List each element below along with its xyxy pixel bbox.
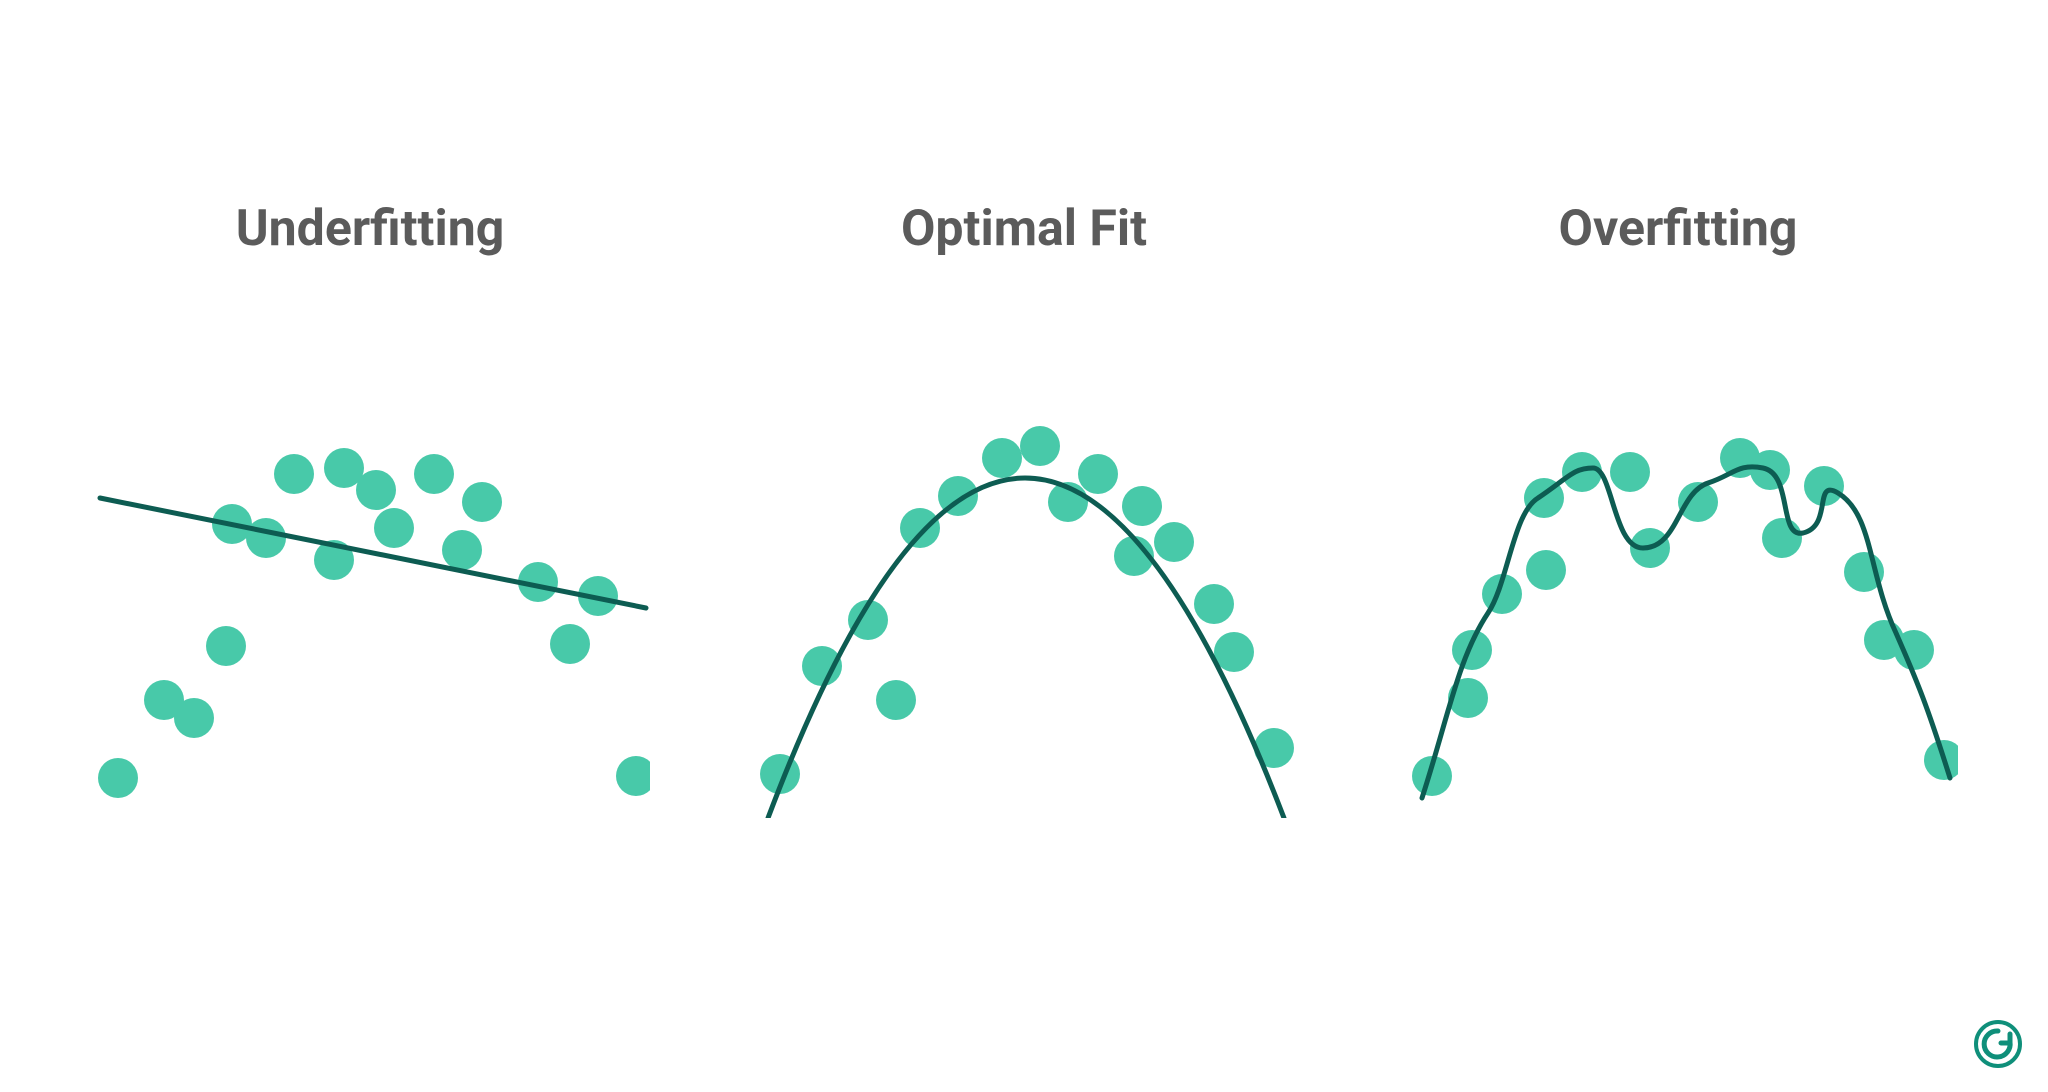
fit-curve	[100, 498, 646, 608]
panel-underfitting: Underfitting	[60, 0, 680, 818]
title-overfitting: Overfitting	[1559, 200, 1798, 258]
grammarly-logo-icon	[1974, 1020, 2022, 1068]
data-point	[246, 518, 286, 558]
plot-optimal	[744, 398, 1304, 818]
data-point	[98, 758, 138, 798]
data-point	[274, 454, 314, 494]
data-point	[462, 482, 502, 522]
plot-overfitting	[1398, 398, 1958, 818]
data-point	[982, 438, 1022, 478]
data-point	[900, 508, 940, 548]
data-point	[442, 530, 482, 570]
data-point	[1078, 454, 1118, 494]
data-point	[1020, 426, 1060, 466]
panel-optimal: Optimal Fit	[714, 0, 1334, 818]
plot-underfitting	[90, 398, 650, 818]
data-point	[1452, 630, 1492, 670]
data-point	[1194, 584, 1234, 624]
data-point	[374, 508, 414, 548]
data-point	[414, 454, 454, 494]
data-point	[550, 624, 590, 664]
data-point	[1762, 518, 1802, 558]
title-underfitting: Underfitting	[236, 200, 505, 258]
data-point	[616, 756, 650, 796]
data-point	[1154, 522, 1194, 562]
data-point	[356, 470, 396, 510]
data-point	[174, 698, 214, 738]
title-optimal: Optimal Fit	[901, 200, 1147, 258]
data-point	[876, 680, 916, 720]
chart-container: Underfitting Optimal Fit Overfitting	[0, 0, 2048, 1092]
data-point	[1526, 550, 1566, 590]
data-point	[1562, 452, 1602, 492]
data-point	[206, 626, 246, 666]
fit-curve	[768, 478, 1284, 818]
data-point	[1610, 452, 1650, 492]
panel-overfitting: Overfitting	[1368, 0, 1988, 818]
data-point	[1122, 486, 1162, 526]
